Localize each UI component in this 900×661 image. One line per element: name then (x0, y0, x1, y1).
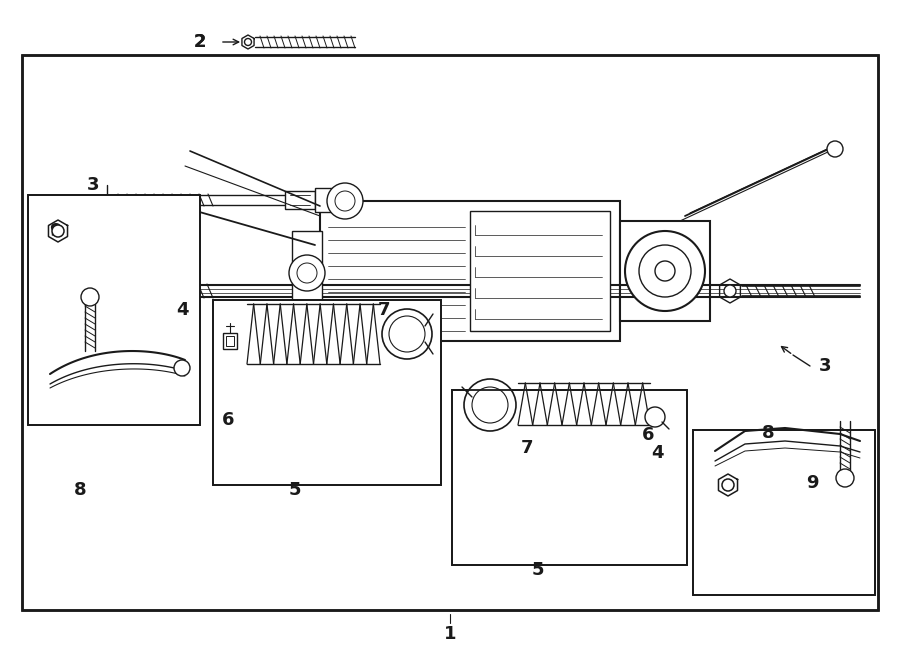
Text: 3: 3 (86, 176, 99, 194)
Text: 8: 8 (761, 424, 774, 442)
Circle shape (464, 379, 516, 431)
Circle shape (356, 332, 384, 360)
Circle shape (639, 245, 691, 297)
Text: 9: 9 (806, 474, 818, 492)
Polygon shape (562, 383, 577, 425)
Polygon shape (260, 304, 274, 364)
Circle shape (724, 285, 736, 297)
Bar (452, 390, 687, 565)
Circle shape (52, 225, 64, 237)
Circle shape (722, 479, 734, 491)
Bar (292, 231, 322, 316)
Bar (28, 195, 200, 425)
Bar (213, 300, 441, 485)
Text: 9: 9 (49, 222, 61, 240)
Polygon shape (606, 383, 621, 425)
Polygon shape (577, 383, 591, 425)
Bar (22, 55, 878, 610)
Polygon shape (301, 304, 313, 364)
Bar (223, 333, 237, 349)
Polygon shape (621, 383, 635, 425)
Polygon shape (591, 383, 606, 425)
Circle shape (625, 231, 705, 311)
Circle shape (289, 255, 325, 291)
Text: 1: 1 (444, 625, 456, 643)
Polygon shape (533, 383, 547, 425)
Bar (285, 191, 315, 209)
Circle shape (836, 469, 854, 487)
Text: 6: 6 (221, 411, 234, 429)
Text: 5: 5 (532, 561, 544, 579)
Polygon shape (247, 304, 260, 364)
Circle shape (655, 261, 675, 281)
Circle shape (327, 183, 363, 219)
Polygon shape (354, 304, 366, 364)
Polygon shape (313, 304, 327, 364)
Text: 4: 4 (651, 444, 663, 462)
Bar (452, 390, 687, 565)
Polygon shape (340, 304, 354, 364)
Text: 5: 5 (289, 481, 302, 499)
Bar (620, 221, 710, 321)
Text: 6: 6 (642, 426, 654, 444)
Text: 4: 4 (176, 301, 188, 319)
Text: 2: 2 (194, 33, 206, 51)
Polygon shape (274, 304, 287, 364)
Circle shape (389, 316, 425, 352)
Polygon shape (327, 304, 340, 364)
Circle shape (81, 288, 99, 306)
Bar (28, 195, 200, 425)
Circle shape (174, 360, 190, 376)
Circle shape (245, 38, 251, 46)
Polygon shape (547, 383, 562, 425)
Circle shape (297, 263, 317, 283)
Polygon shape (518, 383, 533, 425)
Text: 2: 2 (194, 33, 206, 51)
Circle shape (472, 387, 508, 423)
Circle shape (382, 309, 432, 359)
Bar (226, 336, 234, 346)
Circle shape (335, 191, 355, 211)
Polygon shape (287, 304, 301, 364)
Bar (22, 55, 878, 610)
Bar (320, 201, 620, 341)
Bar (315, 188, 340, 212)
Bar (470, 211, 610, 331)
Circle shape (645, 407, 665, 427)
Text: 8: 8 (74, 481, 86, 499)
Text: 7: 7 (378, 301, 391, 319)
Circle shape (827, 141, 843, 157)
Bar (693, 430, 875, 595)
Text: 7: 7 (521, 439, 533, 457)
Text: 3: 3 (819, 357, 832, 375)
Bar (693, 430, 875, 595)
Bar (213, 300, 441, 485)
Polygon shape (366, 304, 380, 364)
Polygon shape (635, 383, 650, 425)
